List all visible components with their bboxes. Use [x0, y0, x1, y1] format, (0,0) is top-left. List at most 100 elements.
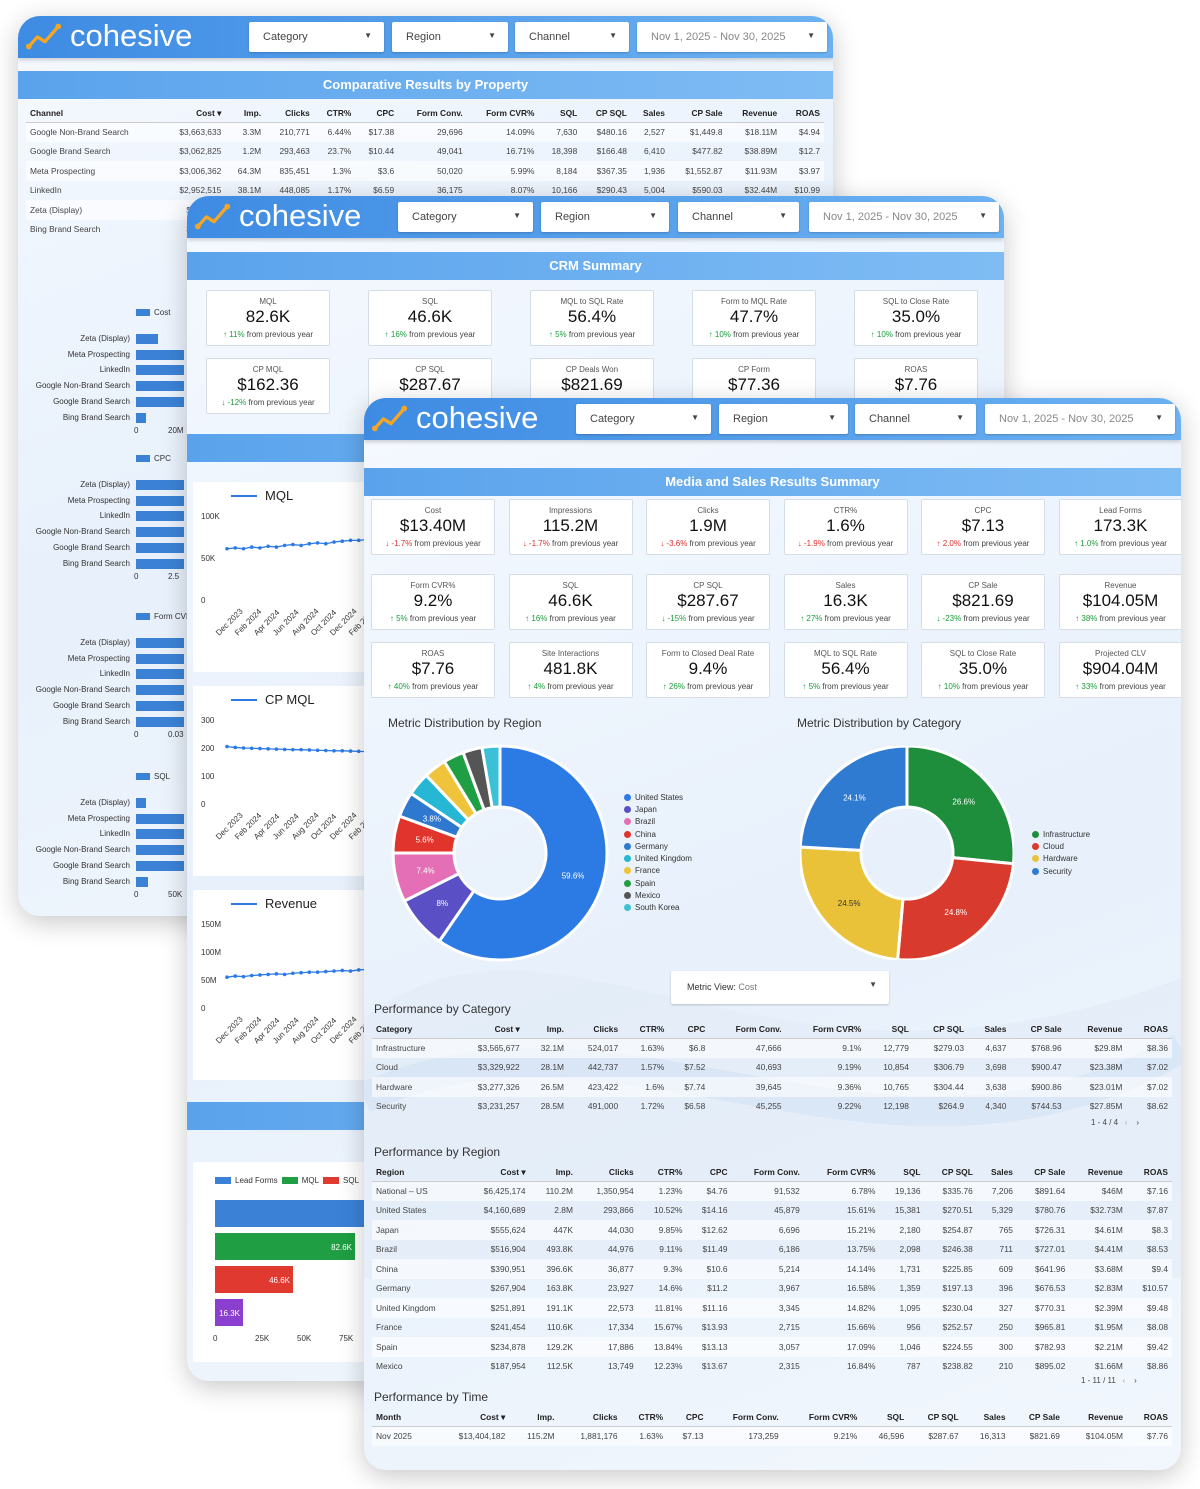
- legend-item[interactable]: Cloud: [1032, 840, 1090, 852]
- table-row[interactable]: United States $4,160,689 2.8M 293,866 10.52%…: [372, 1201, 1172, 1221]
- column-header[interactable]: Channel: [26, 104, 162, 123]
- donut-slice[interactable]: [480, 744, 502, 810]
- table-row[interactable]: Security $3,231,257 28.5M 491,000 1.72% $6.58…: [372, 1097, 1172, 1117]
- next-page-icon[interactable]: ›: [1136, 1118, 1140, 1127]
- column-header[interactable]: CTR%: [313, 104, 356, 123]
- next-page-icon[interactable]: ›: [1134, 1376, 1137, 1385]
- table-row[interactable]: China $390,951 396.6K 36,877 9.3% $10.6 5,214 1…: [372, 1259, 1172, 1279]
- date-range-picker[interactable]: Nov 1, 2025 - Nov 30, 2025 ▼: [637, 22, 827, 52]
- table-row[interactable]: Cloud $3,329,922 28.1M 442,737 1.57% $7.52 40,…: [372, 1058, 1172, 1078]
- legend-item[interactable]: Mexico: [624, 889, 692, 901]
- category-filter[interactable]: Category ▼: [249, 22, 384, 52]
- column-header[interactable]: Form Conv.: [398, 104, 467, 123]
- column-header[interactable]: Clicks: [558, 1408, 622, 1427]
- legend-item[interactable]: Japan: [624, 803, 692, 815]
- column-header[interactable]: Sales: [962, 1408, 1010, 1427]
- column-header[interactable]: Sales: [968, 1020, 1011, 1039]
- donut-slice[interactable]: [905, 746, 1014, 866]
- column-header[interactable]: Region: [372, 1163, 463, 1182]
- column-header[interactable]: Form Conv.: [707, 1408, 783, 1427]
- legend-item[interactable]: Spain: [624, 877, 692, 889]
- table-row[interactable]: Mexico $187,954 112.5K 13,749 12.23% $13.67 2,…: [372, 1357, 1172, 1377]
- column-header[interactable]: CP Sale: [668, 104, 727, 123]
- legend-item[interactable]: Security: [1032, 865, 1090, 877]
- column-header[interactable]: Imp.: [523, 1020, 568, 1039]
- date-range-picker[interactable]: Nov 1, 2025 - Nov 30, 2025 ▼: [985, 404, 1175, 434]
- column-header[interactable]: Form CVR%: [466, 104, 539, 123]
- column-header[interactable]: Form CVR%: [782, 1408, 862, 1427]
- column-header[interactable]: CP SQL: [581, 104, 631, 123]
- column-header[interactable]: ROAS: [781, 104, 824, 123]
- column-header[interactable]: Revenue: [726, 104, 782, 123]
- column-header[interactable]: Cost ▾: [462, 1163, 530, 1182]
- column-header[interactable]: Sales: [976, 1163, 1017, 1182]
- region-filter[interactable]: Region ▼: [541, 202, 669, 232]
- column-header[interactable]: Revenue: [1065, 1020, 1127, 1039]
- prev-page-icon[interactable]: ‹: [1122, 1376, 1126, 1385]
- table-row[interactable]: Germany $267,904 163.8K 23,927 14.6% $11.2 3,9…: [372, 1279, 1172, 1299]
- column-header[interactable]: Form CVR%: [803, 1163, 880, 1182]
- column-header[interactable]: CTR%: [622, 1020, 669, 1039]
- legend-item[interactable]: United Kingdom: [624, 852, 692, 864]
- column-header[interactable]: Form Conv.: [709, 1020, 786, 1039]
- table-row[interactable]: Infrastructure $3,565,677 32.1M 524,017 1.63…: [372, 1038, 1172, 1058]
- column-header[interactable]: Imp.: [225, 104, 266, 123]
- column-header[interactable]: CPC: [355, 104, 399, 123]
- channel-filter[interactable]: Channel ▼: [678, 202, 799, 232]
- donut-slice[interactable]: [800, 746, 909, 852]
- column-header[interactable]: Cost ▾: [453, 1020, 524, 1039]
- column-header[interactable]: Revenue: [1069, 1163, 1127, 1182]
- legend-item[interactable]: Hardware: [1032, 853, 1090, 865]
- column-header[interactable]: Form CVR%: [785, 1020, 866, 1039]
- column-header[interactable]: CPC: [686, 1163, 732, 1182]
- column-header[interactable]: Category: [372, 1020, 454, 1039]
- column-header[interactable]: CP Sale: [1010, 1020, 1066, 1039]
- table-row[interactable]: Meta Prospecting $3,006,362 64.3M 835,451 1.…: [26, 161, 824, 181]
- donut-slice[interactable]: [896, 855, 1014, 960]
- column-header[interactable]: ROAS: [1126, 1163, 1172, 1182]
- column-header[interactable]: Cost ▾: [433, 1408, 510, 1427]
- table-row[interactable]: Hardware $3,277,326 26.5M 423,422 1.6% $7.74 3…: [372, 1077, 1172, 1097]
- legend-item[interactable]: Brazil: [624, 816, 692, 828]
- channel-filter[interactable]: Channel ▼: [515, 22, 629, 52]
- table-row[interactable]: LinkedIn $2,952,515 38.1M 448,085 1.17% $6.59…: [26, 181, 824, 201]
- region-filter[interactable]: Region ▼: [719, 404, 848, 434]
- legend-item[interactable]: Germany: [624, 840, 692, 852]
- column-header[interactable]: SQL: [865, 1020, 913, 1039]
- legend-item[interactable]: China: [624, 828, 692, 840]
- date-range-picker[interactable]: Nov 1, 2025 - Nov 30, 2025 ▼: [809, 202, 999, 232]
- table-row[interactable]: Spain $234,878 129.2K 17,886 13.84% $13.13 3,0…: [372, 1337, 1172, 1357]
- column-header[interactable]: Month: [372, 1408, 434, 1427]
- donut-slice[interactable]: [800, 845, 905, 960]
- table-row[interactable]: Google Brand Search $3,062,825 1.2M 293,463…: [26, 142, 824, 162]
- column-header[interactable]: SQL: [538, 104, 582, 123]
- column-header[interactable]: CPC: [668, 1020, 710, 1039]
- column-header[interactable]: CP Sale: [1009, 1408, 1064, 1427]
- column-header[interactable]: Clicks: [576, 1163, 638, 1182]
- metric-view-select[interactable]: Metric View: Cost ▼: [671, 971, 889, 1004]
- column-header[interactable]: Form Conv.: [731, 1163, 804, 1182]
- column-header[interactable]: CTR%: [637, 1163, 687, 1182]
- column-header[interactable]: ROAS: [1127, 1408, 1172, 1427]
- region-filter[interactable]: Region ▼: [392, 22, 508, 52]
- table-row[interactable]: France $241,454 110.6K 17,334 15.67% $13.93 2,…: [372, 1318, 1172, 1338]
- legend-item[interactable]: France: [624, 865, 692, 877]
- channel-filter[interactable]: Channel ▼: [855, 404, 976, 434]
- table-row[interactable]: Google Non-Brand Search $3,663,633 3.3M 210…: [26, 122, 824, 142]
- column-header[interactable]: CPC: [667, 1408, 708, 1427]
- table-row[interactable]: National – US $6,425,174 110.2M 1,350,954 1.…: [372, 1181, 1172, 1201]
- prev-page-icon[interactable]: ‹: [1124, 1118, 1128, 1127]
- column-header[interactable]: Imp.: [509, 1408, 559, 1427]
- column-header[interactable]: CP SQL: [924, 1163, 977, 1182]
- table-row[interactable]: Brazil $516,904 493.8K 44,976 9.11% $11.49 6,1…: [372, 1240, 1172, 1260]
- column-header[interactable]: CP SQL: [908, 1408, 963, 1427]
- column-header[interactable]: SQL: [879, 1163, 925, 1182]
- legend-item[interactable]: South Korea: [624, 902, 692, 914]
- category-filter[interactable]: Category ▼: [398, 202, 533, 232]
- donut-slice[interactable]: [437, 744, 609, 962]
- category-filter[interactable]: Category ▼: [576, 404, 711, 434]
- column-header[interactable]: Clicks: [567, 1020, 623, 1039]
- table-row[interactable]: United Kingdom $251,891 191.1K 22,573 11.81%…: [372, 1298, 1172, 1318]
- column-header[interactable]: CP SQL: [912, 1020, 969, 1039]
- column-header[interactable]: Imp.: [529, 1163, 577, 1182]
